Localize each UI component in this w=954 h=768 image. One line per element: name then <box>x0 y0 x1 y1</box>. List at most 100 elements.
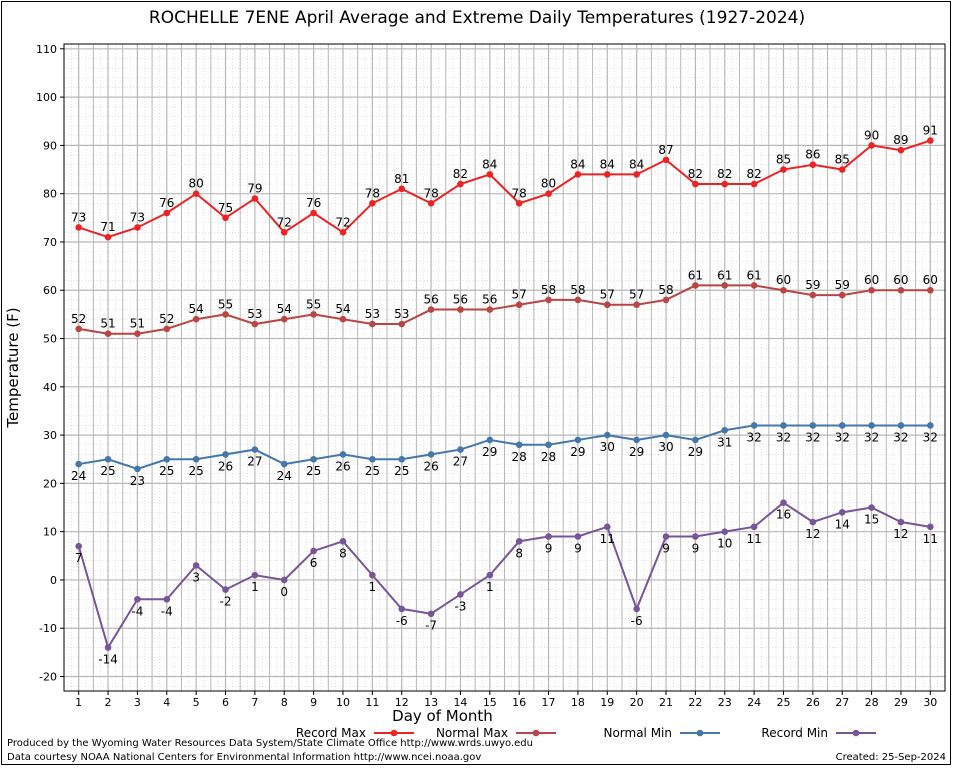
data-label: 11 <box>600 532 615 546</box>
data-point <box>192 315 200 323</box>
data-label: 58 <box>658 283 673 297</box>
data-label: 51 <box>130 317 145 331</box>
data-point <box>809 422 817 429</box>
data-label: 53 <box>247 307 262 321</box>
footer-data-courtesy: Data courtesy NOAA National Centers for … <box>7 752 482 763</box>
data-point <box>398 605 406 613</box>
x-tick-label: 4 <box>163 696 170 709</box>
data-point <box>486 171 494 178</box>
y-tick-label: 80 <box>43 188 57 201</box>
data-point <box>692 533 699 540</box>
data-label: 78 <box>365 186 380 200</box>
data-point <box>662 296 670 304</box>
x-axis-title: Day of Month <box>392 707 493 725</box>
data-point <box>662 533 670 540</box>
chart-title: ROCHELLE 7ENE April Average and Extreme … <box>148 8 806 28</box>
data-point <box>104 233 112 241</box>
data-label: 25 <box>159 464 174 478</box>
data-label: 1 <box>251 580 259 594</box>
x-tick-label: 3 <box>134 696 141 709</box>
data-label: 28 <box>541 450 556 464</box>
data-label: 0 <box>280 585 288 599</box>
data-label: -6 <box>631 614 643 628</box>
series-line-3 <box>77 501 931 651</box>
x-tick-label: 19 <box>600 696 614 709</box>
data-point <box>75 224 82 231</box>
data-point <box>134 330 141 338</box>
data-label: 51 <box>100 317 115 331</box>
data-point <box>868 422 875 429</box>
legend-label: Record Min <box>761 726 828 740</box>
data-label: 9 <box>662 541 670 555</box>
x-tick-label: 1 <box>75 696 82 709</box>
data-label: 82 <box>453 167 468 181</box>
data-label: 89 <box>893 133 908 147</box>
data-label: 29 <box>570 445 585 459</box>
y-tick-label: -10 <box>39 622 57 635</box>
data-point <box>750 180 758 188</box>
data-point <box>838 166 846 173</box>
data-label: 54 <box>277 302 292 316</box>
data-label: -3 <box>454 599 466 613</box>
series-line-0 <box>78 139 931 239</box>
footer-produced-by: Produced by the Wyoming Water Resources … <box>7 738 533 749</box>
data-point <box>427 200 435 207</box>
x-tick-label: 20 <box>630 696 644 709</box>
data-label: 60 <box>864 273 879 287</box>
data-point <box>721 180 729 188</box>
footer-created: Created: 25-Sep-2024 <box>835 752 946 763</box>
data-label: 52 <box>71 312 86 326</box>
data-point <box>838 291 846 299</box>
data-label: 32 <box>923 430 938 444</box>
data-point <box>633 301 640 309</box>
data-point <box>310 311 317 318</box>
data-label: 10 <box>717 537 732 551</box>
data-point <box>692 282 699 289</box>
data-point <box>603 301 611 309</box>
data-point <box>780 422 787 429</box>
x-tick-label: 2 <box>105 696 112 709</box>
data-label: 9 <box>545 541 553 555</box>
data-point <box>838 509 846 516</box>
x-tick-label: 8 <box>281 696 288 709</box>
data-point <box>662 156 670 164</box>
data-label: 7 <box>75 551 83 565</box>
data-label: 32 <box>835 430 850 444</box>
data-label: 11 <box>746 532 761 546</box>
data-label: 56 <box>453 293 468 307</box>
data-label: 59 <box>805 278 820 292</box>
data-point <box>603 431 611 439</box>
data-point <box>163 325 171 333</box>
data-point <box>897 422 905 429</box>
data-point <box>457 446 464 453</box>
data-label: 26 <box>218 459 233 473</box>
data-point <box>545 533 552 540</box>
data-point <box>134 595 141 603</box>
data-point <box>222 586 229 593</box>
x-tick-label: 29 <box>894 696 908 709</box>
data-point <box>838 422 846 429</box>
legend-marker <box>852 729 860 737</box>
data-point <box>163 595 171 603</box>
data-label: 27 <box>247 455 262 469</box>
x-tick-label: 28 <box>865 696 879 709</box>
x-tick-label: 11 <box>365 696 379 709</box>
data-point <box>251 446 259 453</box>
data-point <box>574 533 582 540</box>
data-label: -14 <box>98 653 118 667</box>
data-point <box>427 451 435 458</box>
data-point <box>192 190 200 197</box>
data-point <box>515 538 523 545</box>
data-label: 32 <box>746 430 761 444</box>
data-point <box>809 291 817 299</box>
data-label: -6 <box>396 614 408 628</box>
data-label: 59 <box>835 278 850 292</box>
x-tick-label: 15 <box>483 696 497 709</box>
data-label: 76 <box>159 196 174 210</box>
data-point <box>574 171 582 178</box>
legend-marker <box>696 729 704 737</box>
data-point <box>897 518 905 526</box>
data-point <box>927 523 934 531</box>
data-point <box>515 200 523 207</box>
data-point <box>369 320 376 328</box>
